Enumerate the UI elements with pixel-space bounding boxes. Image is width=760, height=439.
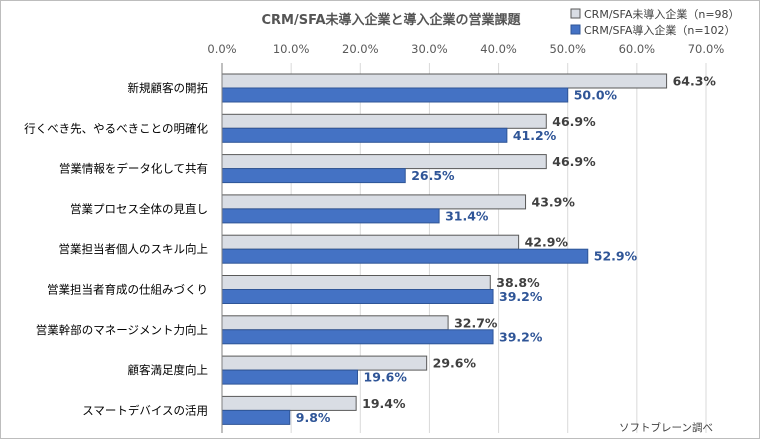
data-label-series-b: 9.8% xyxy=(296,410,331,425)
data-label-series-a: 29.6% xyxy=(433,356,477,371)
bar-series-a xyxy=(221,275,491,290)
data-label-series-a: 46.9% xyxy=(552,114,596,129)
bar-series-a xyxy=(221,194,527,210)
x-tick-label: 60.0% xyxy=(619,42,656,56)
bar-series-a xyxy=(221,73,668,89)
data-labels: 64.3%50.0%46.9%41.2%46.9%26.5%43.9%31.4%… xyxy=(296,74,717,425)
bar-series-b xyxy=(221,329,494,345)
chart-title: CRM/SFA未導入企業と導入企業の営業課題 xyxy=(261,12,521,28)
category-label: 営業プロセス全体の見直し xyxy=(70,202,208,216)
x-axis-ticks: 0.0% 10.0% 20.0% 30.0% 40.0% 50.0% 60.0% 70.0% xyxy=(207,42,724,56)
bar-series-b xyxy=(221,208,440,224)
legend: CRM/SFA未導入企業（n=98） CRM/SFA導入企業（n=102） xyxy=(570,7,740,37)
legend-swatch-series-a xyxy=(570,8,581,19)
x-tick-label: 40.0% xyxy=(480,42,517,56)
data-label-series-a: 46.9% xyxy=(552,154,596,169)
category-label: 営業担当者育成の仕組みづくり xyxy=(47,283,208,297)
data-label-series-b: 39.2% xyxy=(499,289,543,304)
category-label: 営業情報をデータ化して共有 xyxy=(59,162,208,176)
x-tick-label: 10.0% xyxy=(273,42,310,56)
category-label: 新規顧客の開拓 xyxy=(128,81,209,95)
x-tick-label: 70.0% xyxy=(688,42,725,56)
bar-series-b xyxy=(221,369,359,385)
data-label-series-a: 19.4% xyxy=(362,396,406,411)
bar-series-b xyxy=(221,127,508,143)
x-tick-label: 50.0% xyxy=(549,42,586,56)
bar-series-a xyxy=(221,113,547,129)
category-labels: 新規顧客の開拓行くべき先、やるべきことの明確化営業情報をデータ化して共有営業プロ… xyxy=(24,81,208,417)
data-label-series-b: 52.9% xyxy=(594,249,638,264)
data-label-series-b: 26.5% xyxy=(411,168,455,183)
bar-series-a xyxy=(221,315,449,331)
bar-series-b xyxy=(221,409,291,425)
category-label: スマートデバイスの活用 xyxy=(82,403,208,417)
category-label: 顧客満足度向上 xyxy=(128,363,209,377)
data-label-series-a: 32.7% xyxy=(454,315,498,330)
data-label-series-a: 43.9% xyxy=(532,194,576,209)
data-label-series-a: 38.8% xyxy=(496,275,540,290)
bar-series-a xyxy=(221,395,357,411)
bar-series-a xyxy=(221,154,547,170)
bar-series-b xyxy=(221,289,494,304)
data-label-series-b: 19.6% xyxy=(364,370,408,385)
bar-series-a xyxy=(221,355,428,371)
legend-label-series-a: CRM/SFA未導入企業（n=98） xyxy=(584,7,740,21)
data-label-series-a: 42.9% xyxy=(525,235,569,250)
bar-series-b xyxy=(221,87,569,103)
x-tick-label: 0.0% xyxy=(207,42,236,56)
source-note: ソフトブレーン調べ xyxy=(619,421,713,434)
x-tick-label: 20.0% xyxy=(342,42,379,56)
data-label-series-b: 39.2% xyxy=(499,329,543,344)
bar-series-b xyxy=(221,248,589,264)
data-label-series-b: 50.0% xyxy=(574,88,618,103)
data-label-series-b: 31.4% xyxy=(445,208,489,223)
legend-label-series-b: CRM/SFA導入企業（n=102） xyxy=(584,23,736,37)
bar-series-a xyxy=(221,234,520,250)
data-label-series-b: 41.2% xyxy=(513,128,557,143)
category-label: 営業幹部のマネージメント力向上 xyxy=(36,323,208,337)
legend-swatch-series-b xyxy=(570,24,581,35)
bar-series-b xyxy=(221,168,406,184)
category-label: 行くべき先、やるべきことの明確化 xyxy=(24,121,208,135)
x-tick-label: 30.0% xyxy=(411,42,448,56)
category-label: 営業担当者個人のスキル向上 xyxy=(59,242,209,256)
data-label-series-a: 64.3% xyxy=(673,74,717,89)
bars xyxy=(221,73,668,425)
